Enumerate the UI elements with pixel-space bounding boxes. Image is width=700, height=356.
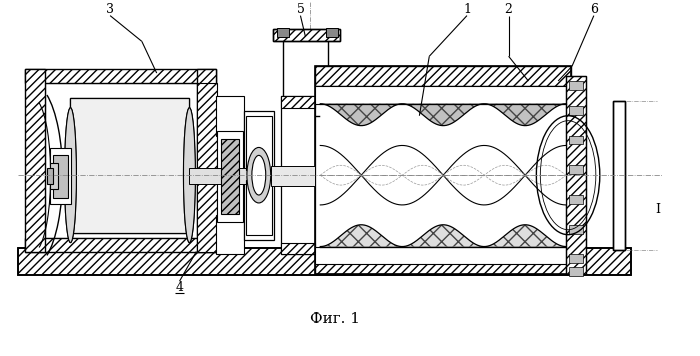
Bar [71,98,190,233]
Bar [315,66,571,86]
Ellipse shape [64,108,76,242]
Ellipse shape [64,108,76,242]
Bar [71,98,190,233]
Bar [566,76,586,274]
Bar [18,247,631,275]
Ellipse shape [247,147,271,203]
Bar [45,83,197,238]
Bar [315,247,571,265]
Text: 6: 6 [590,3,598,16]
Bar [217,131,243,222]
Text: I: I [655,203,660,216]
Bar [612,101,624,250]
Bar [47,168,52,184]
Polygon shape [25,69,45,252]
Bar [216,96,244,136]
Text: 3: 3 [106,3,114,16]
Bar [569,225,583,234]
Bar [569,195,583,204]
Bar [52,155,69,198]
Bar [315,66,571,274]
Bar [216,215,244,255]
Bar [244,111,274,240]
Bar [569,255,583,263]
Bar [50,148,71,204]
Bar [273,30,340,41]
Bar [50,163,57,189]
Bar [566,76,586,274]
Bar [276,27,288,37]
Polygon shape [281,96,315,108]
Ellipse shape [183,108,195,242]
Bar [569,165,583,174]
Bar [18,247,631,275]
Bar [315,86,571,104]
Text: 4: 4 [176,281,183,294]
Bar [569,81,583,90]
Bar [271,166,315,186]
Bar [612,101,624,250]
Polygon shape [273,30,340,41]
Polygon shape [25,238,216,252]
Bar [281,96,315,255]
Bar [190,168,288,184]
Bar [246,116,272,170]
Bar [569,267,583,276]
Bar [326,27,338,37]
Bar [283,36,328,116]
Bar [246,180,272,235]
Text: 2: 2 [505,3,512,16]
Bar [315,255,571,274]
Polygon shape [25,69,216,83]
Ellipse shape [252,155,266,195]
Bar [221,138,239,214]
Ellipse shape [183,108,195,242]
Polygon shape [321,104,566,126]
Polygon shape [197,69,216,252]
Bar [569,106,583,115]
Text: 5: 5 [297,3,304,16]
Bar [569,136,583,145]
Text: Фиг. 1: Фиг. 1 [310,312,360,326]
Text: 1: 1 [463,3,471,16]
Bar [197,83,217,252]
Polygon shape [281,242,315,255]
